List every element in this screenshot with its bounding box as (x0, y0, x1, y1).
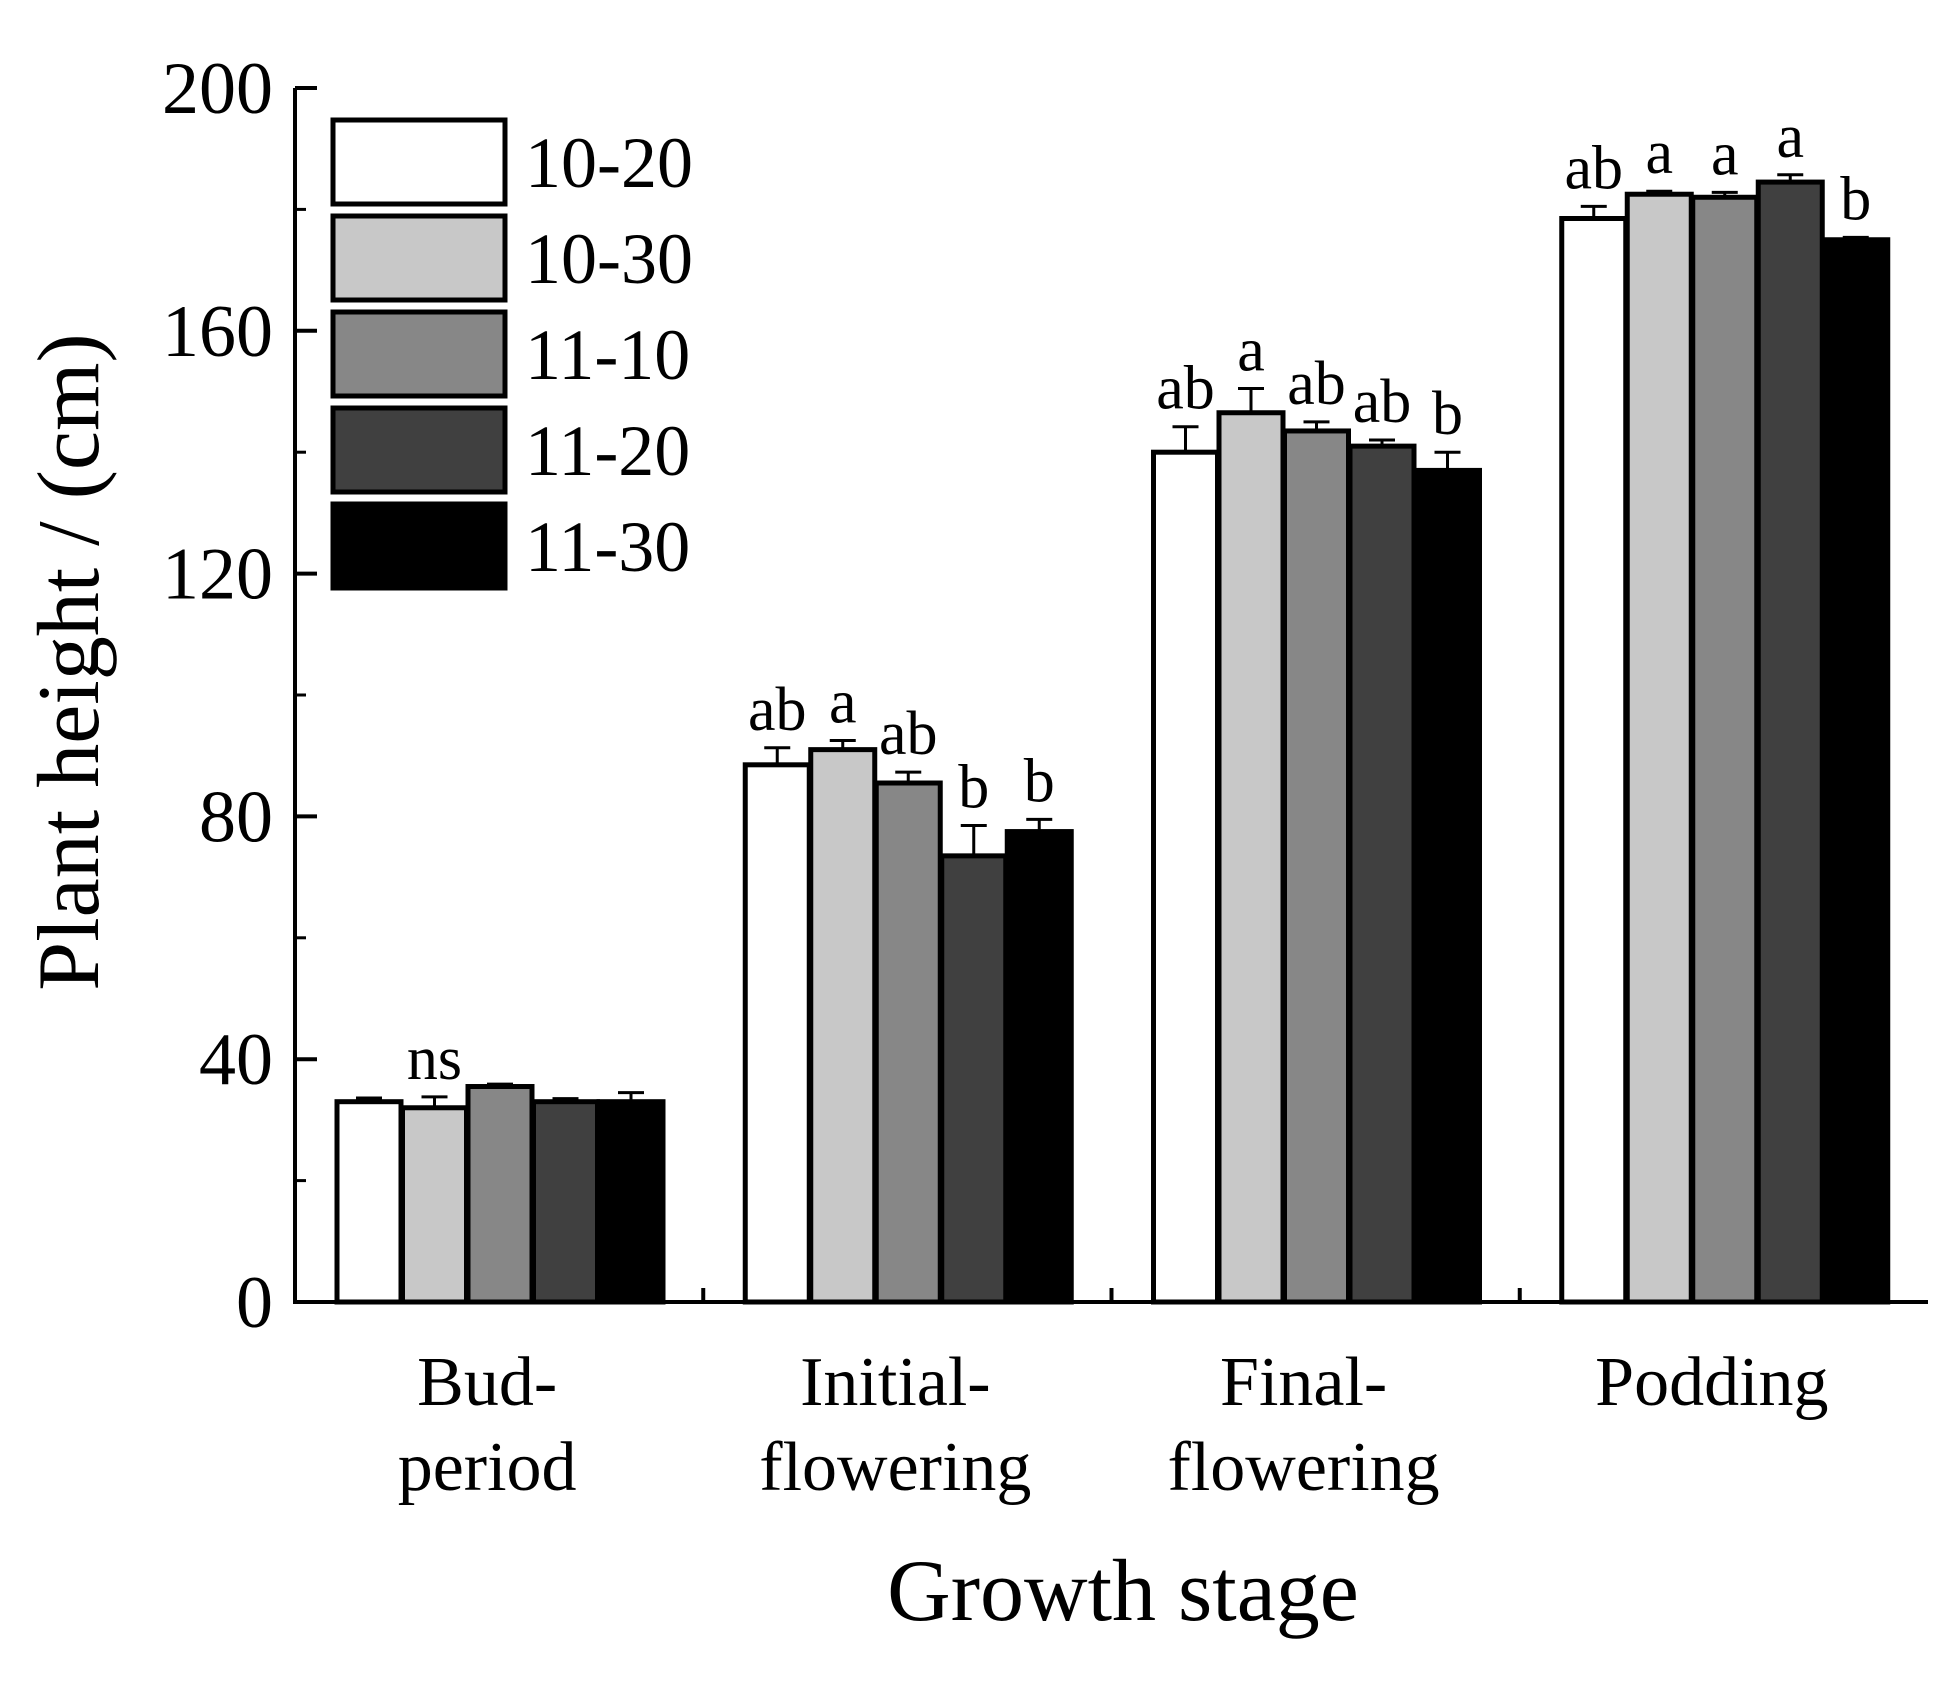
significance-label: a (1237, 316, 1265, 384)
legend: 10-20 10-30 11-10 11-20 11-30 (330, 117, 693, 591)
bar-10-20-1 (742, 762, 812, 1305)
bar-11-30-0 (596, 1099, 666, 1305)
significance-label: b (1840, 165, 1871, 233)
legend-label: 10-20 (525, 123, 693, 203)
significance-label: ab (1353, 368, 1412, 436)
x-category-label: period (398, 1429, 577, 1506)
legend-label: 10-30 (525, 219, 693, 299)
x-category-label: flowering (759, 1429, 1031, 1506)
significance-label: b (1432, 380, 1463, 448)
bar-11-30-1 (1004, 829, 1074, 1305)
significance-label: ab (1287, 350, 1346, 418)
y-tick-label: 0 (236, 1262, 273, 1344)
legend-label: 11-10 (525, 315, 690, 395)
y-tick-label: 40 (199, 1019, 273, 1101)
y-axis-title: Plant height / (cm) (21, 333, 118, 990)
significance-label: ab (748, 676, 807, 744)
significance-label: ab (879, 700, 938, 768)
bar-10-30-2 (1216, 410, 1286, 1305)
bar-10-30-1 (808, 747, 878, 1305)
significance-label: b (1024, 747, 1055, 815)
bar-11-30-3 (1821, 237, 1891, 1305)
y-tick-label: 120 (162, 534, 273, 616)
x-category-label: Bud- (417, 1344, 557, 1421)
legend-swatch-10-30 (330, 213, 508, 303)
significance-label: ab (1564, 134, 1623, 202)
significance-label: a (1711, 120, 1739, 188)
bars (334, 179, 1891, 1305)
bar-10-20-3 (1559, 216, 1629, 1305)
bar-11-10-0 (465, 1084, 535, 1305)
error-bars (356, 173, 1869, 1108)
bar-10-30-3 (1624, 191, 1694, 1305)
legend-label: 11-20 (525, 411, 690, 491)
bar-11-20-1 (939, 853, 1009, 1305)
bar-11-10-2 (1282, 428, 1351, 1305)
bar-10-30-0 (400, 1105, 469, 1305)
bar-11-20-3 (1755, 179, 1825, 1305)
y-tick-label: 160 (162, 291, 273, 373)
bar-10-20-2 (1151, 449, 1220, 1305)
y-tick-label: 80 (199, 776, 273, 858)
x-category-label: Initial- (800, 1344, 990, 1421)
legend-label: 11-30 (525, 507, 690, 587)
y-tick-label: 200 (162, 48, 273, 130)
legend-swatch-11-30 (330, 501, 508, 591)
significance-label: b (958, 754, 989, 822)
legend-swatch-10-20 (330, 117, 508, 207)
significance-label: a (1776, 103, 1804, 171)
bar-11-20-2 (1347, 443, 1417, 1305)
x-category-label: flowering (1168, 1429, 1440, 1506)
bar-10-20-0 (334, 1099, 404, 1305)
significance-label: a (829, 669, 857, 737)
legend-swatch-11-20 (330, 405, 508, 495)
x-category-label: Podding (1595, 1344, 1828, 1421)
axes: 0 40 80 120 160 200 Bud-period Initial-flowerin… (162, 48, 1928, 1506)
bar-11-20-0 (531, 1099, 600, 1305)
bar-11-10-3 (1690, 194, 1760, 1305)
x-category-label: Final- (1220, 1344, 1387, 1421)
significance-label: a (1645, 119, 1673, 187)
bar-11-30-2 (1413, 467, 1482, 1305)
significance-label: ab (1156, 355, 1215, 423)
significance-label: ns (407, 1025, 462, 1093)
legend-swatch-11-10 (330, 309, 508, 399)
bar-11-10-1 (873, 780, 943, 1305)
x-axis-title: Growth stage (887, 1543, 1359, 1640)
